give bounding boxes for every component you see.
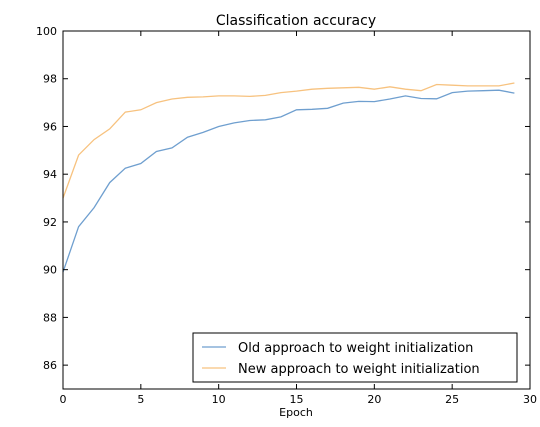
ticks-layer: 0 5 10 15 20 25 30 86 88 90 92 94 96 98 100 xyxy=(36,25,537,406)
y-tick-label: 98 xyxy=(43,73,57,86)
y-tick-label: 92 xyxy=(43,216,57,229)
plot-layer xyxy=(62,82,515,273)
series-line-old-approach xyxy=(62,89,515,273)
x-tick-label: 5 xyxy=(137,393,144,406)
x-tick-label: 25 xyxy=(445,393,459,406)
y-tick-label: 94 xyxy=(43,168,57,181)
y-tick-label: 100 xyxy=(36,25,57,38)
x-tick-label: 10 xyxy=(212,393,226,406)
y-tick-label: 88 xyxy=(43,311,57,324)
x-tick-label: 15 xyxy=(290,393,304,406)
chart-title: Classification accuracy xyxy=(216,13,376,29)
series-line-new-approach xyxy=(62,82,515,199)
legend: Old approach to weight initialization New… xyxy=(192,332,518,383)
legend-box xyxy=(192,332,518,383)
legend-label: Old approach to weight initialization xyxy=(238,341,473,356)
x-axis-label: Epoch xyxy=(279,406,313,419)
x-tick-label: 0 xyxy=(60,393,67,406)
x-tick-label: 30 xyxy=(523,393,537,406)
y-tick-label: 90 xyxy=(43,264,57,277)
legend-label: New approach to weight initialization xyxy=(238,362,480,377)
y-tick-label: 96 xyxy=(43,120,57,133)
x-tick-label: 20 xyxy=(367,393,381,406)
y-tick-label: 86 xyxy=(43,359,57,372)
